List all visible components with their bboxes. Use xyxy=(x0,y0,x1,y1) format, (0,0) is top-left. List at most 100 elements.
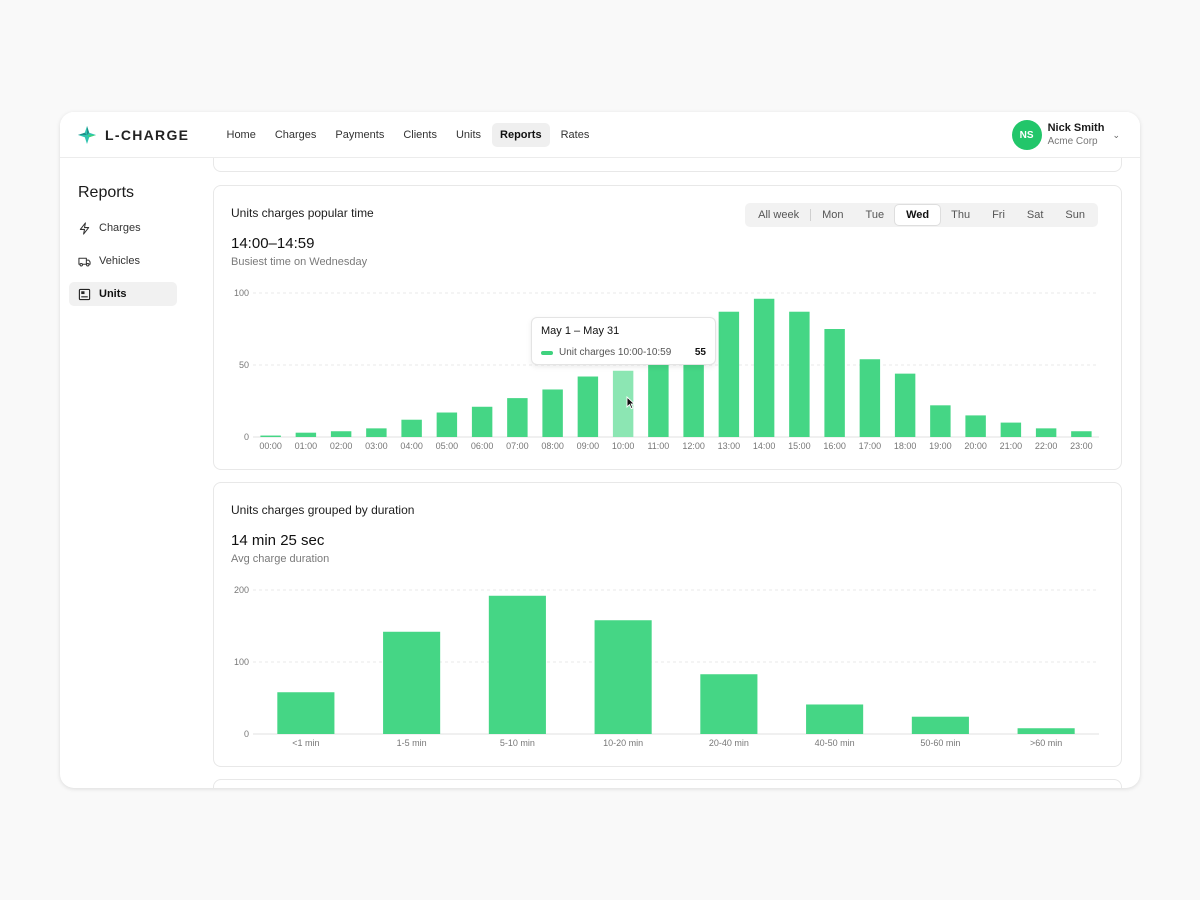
x-tick-label: 23:00 xyxy=(1070,441,1093,451)
x-tick-label: 12:00 xyxy=(682,441,705,451)
bar[interactable] xyxy=(965,415,986,437)
bar[interactable] xyxy=(277,692,335,734)
main-nav: Home Charges Payments Clients Units Repo… xyxy=(218,123,598,147)
x-tick-label: >60 min xyxy=(1030,738,1062,748)
nav-item-home[interactable]: Home xyxy=(226,129,256,141)
user-menu[interactable]: NS Nick Smith Acme Corp ⌄ xyxy=(1011,120,1120,150)
tooltip-value: 55 xyxy=(694,347,706,358)
day-tab-all-week[interactable]: All week xyxy=(758,209,800,221)
brand-logo[interactable]: L-CHARGE xyxy=(78,126,189,144)
x-tick-label: 18:00 xyxy=(894,441,917,451)
bar[interactable] xyxy=(806,704,864,734)
bar[interactable] xyxy=(911,716,969,734)
busiest-time-value: 14:00–14:59 xyxy=(231,235,315,252)
avg-duration-caption: Avg charge duration xyxy=(231,553,330,565)
sidebar-title: Reports xyxy=(78,184,135,201)
day-tab-thu[interactable]: Thu xyxy=(951,209,971,221)
bar[interactable] xyxy=(401,419,422,437)
nav-item-rates[interactable]: Rates xyxy=(560,129,590,141)
truck-icon xyxy=(78,257,91,266)
popular-time-title: Units charges popular time xyxy=(231,206,374,220)
duration-chart: 0 100 200 <1 min 1-5 min 5-10 min 10-20 min 20-… xyxy=(234,585,1099,748)
bar[interactable] xyxy=(789,311,810,437)
chart-tooltip: May 1 – May 31 Unit charges 10:00-10:59 … xyxy=(531,317,716,365)
bar[interactable] xyxy=(1017,728,1075,734)
tooltip-legend-swatch xyxy=(541,351,553,355)
bar[interactable] xyxy=(488,595,546,734)
day-tab-sun[interactable]: Sun xyxy=(1065,209,1085,221)
next-report-card xyxy=(213,779,1122,788)
bar[interactable] xyxy=(260,435,281,437)
charger-unit-icon xyxy=(78,288,91,300)
x-tick-label: 09:00 xyxy=(577,441,600,451)
tooltip-label: Unit charges 10:00-10:59 xyxy=(559,347,672,358)
bar[interactable] xyxy=(612,370,634,437)
x-tick-label: 00:00 xyxy=(259,441,282,451)
x-tick-label: 04:00 xyxy=(400,441,423,451)
day-tab-wed[interactable]: Wed xyxy=(895,205,941,225)
day-tab-mon[interactable]: Mon xyxy=(822,209,844,221)
sidebar-item-units[interactable]: Units xyxy=(69,282,177,306)
bar[interactable] xyxy=(930,405,951,437)
y-tick-label: 0 xyxy=(244,432,249,442)
chevron-down-icon[interactable]: ⌄ xyxy=(1112,129,1120,140)
popular-time-chart: 0 50 100 00:00 01:00 02:00 03:00 04:00 05:00 06:0… xyxy=(234,288,1099,451)
sidebar-item-charges[interactable]: Charges xyxy=(69,216,177,240)
busiest-time-caption: Busiest time on Wednesday xyxy=(231,256,368,268)
nav-item-units[interactable]: Units xyxy=(455,129,482,141)
bar[interactable] xyxy=(1000,422,1022,437)
x-tick-label: 20:00 xyxy=(964,441,987,451)
day-tab-tue[interactable]: Tue xyxy=(865,209,885,221)
bar[interactable] xyxy=(542,389,563,437)
bar[interactable] xyxy=(577,376,599,437)
bar[interactable] xyxy=(753,298,775,437)
x-tick-label: 22:00 xyxy=(1035,441,1058,451)
sidebar-item-vehicles[interactable]: Vehicles xyxy=(69,249,177,273)
x-tick-label: 11:00 xyxy=(647,441,669,451)
nav-item-payments[interactable]: Payments xyxy=(335,129,385,141)
day-tab-fri[interactable]: Fri xyxy=(992,209,1005,221)
divider xyxy=(810,209,812,221)
bar[interactable] xyxy=(507,398,528,437)
nav-item-clients[interactable]: Clients xyxy=(403,129,437,141)
bar[interactable] xyxy=(859,359,881,437)
bar[interactable] xyxy=(594,620,652,734)
bar[interactable] xyxy=(295,432,317,437)
avatar: NS xyxy=(1011,120,1042,150)
x-tick-label: 10-20 min xyxy=(603,738,643,748)
x-tick-label: 20-40 min xyxy=(709,738,749,748)
x-tick-label: 05:00 xyxy=(436,441,459,451)
x-tick-label: 16:00 xyxy=(823,441,846,451)
bar[interactable] xyxy=(718,311,740,437)
y-tick-label: 50 xyxy=(239,360,249,370)
duration-title: Units charges grouped by duration xyxy=(231,503,415,517)
bar[interactable] xyxy=(383,631,441,734)
y-tick-label: 100 xyxy=(234,288,249,298)
bar[interactable] xyxy=(366,428,387,437)
bar[interactable] xyxy=(683,357,704,437)
nav-item-charges[interactable]: Charges xyxy=(274,129,317,141)
nav-item-reports[interactable]: Reports xyxy=(491,123,551,147)
day-tab-sat[interactable]: Sat xyxy=(1026,209,1044,221)
bar[interactable] xyxy=(824,329,845,437)
bar[interactable] xyxy=(1071,431,1092,437)
bar[interactable] xyxy=(1035,428,1057,437)
bar[interactable] xyxy=(330,431,352,437)
x-tick-label: 10:00 xyxy=(612,441,635,451)
top-header: L-CHARGE Home Charges Payments Clients U… xyxy=(60,112,1140,158)
x-tick-label: 15:00 xyxy=(788,441,811,451)
bar[interactable] xyxy=(894,373,916,437)
day-filter: All week Mon Tue Wed Thu Fri Sat Sun xyxy=(745,203,1098,227)
duration-card: Units charges grouped by duration 14 min… xyxy=(213,482,1122,767)
bar[interactable] xyxy=(471,406,493,437)
x-tick-label: 02:00 xyxy=(330,441,353,451)
y-tick-label: 0 xyxy=(244,729,249,739)
user-org: Acme Corp xyxy=(1047,136,1098,147)
y-tick-label: 100 xyxy=(234,657,249,667)
x-tick-label: 01:00 xyxy=(295,441,318,451)
avg-duration-value: 14 min 25 sec xyxy=(231,532,325,549)
bar[interactable] xyxy=(700,674,758,734)
x-tick-label: 19:00 xyxy=(929,441,952,451)
bar[interactable] xyxy=(436,412,458,437)
bar[interactable] xyxy=(648,357,669,437)
